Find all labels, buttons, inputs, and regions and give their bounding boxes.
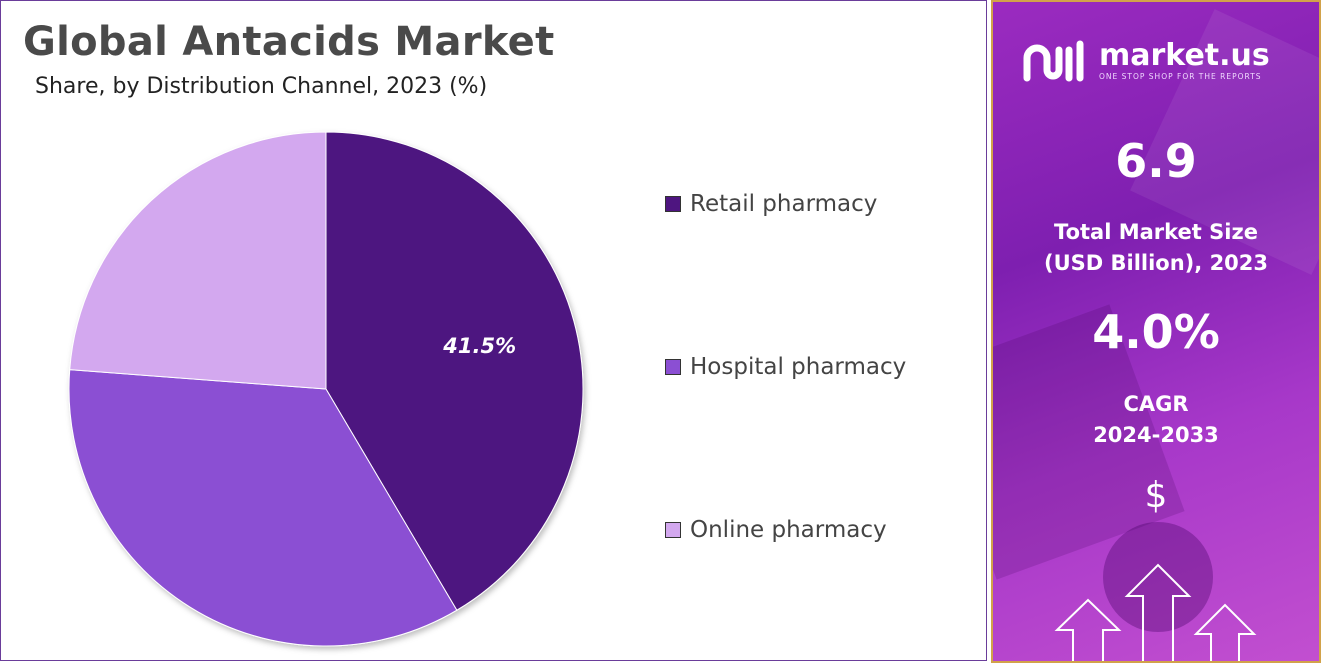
legend-item-hospital: Hospital pharmacy — [665, 354, 906, 380]
legend-label-hospital: Hospital pharmacy — [690, 354, 907, 380]
legend-item-online: Online pharmacy — [665, 517, 887, 543]
cagr-value: 4.0% — [1092, 305, 1220, 359]
pie-slice-online — [69, 131, 327, 390]
background-decoration — [1103, 522, 1213, 632]
market-size-label-1: Total Market Size — [1054, 220, 1258, 244]
legend-swatch-retail — [665, 196, 681, 212]
pie-slice-hospital — [68, 369, 458, 647]
chart-panel: Global Antacids Market Share, by Distrib… — [0, 0, 987, 661]
market-size-value: 6.9 — [1115, 134, 1197, 188]
legend-label-online: Online pharmacy — [690, 517, 887, 543]
brand-tagline: ONE STOP SHOP FOR THE REPORTS — [1099, 72, 1262, 81]
pie-chart: 41.5% — [68, 131, 584, 647]
summary-sidebar: market.us ONE STOP SHOP FOR THE REPORTS … — [991, 0, 1321, 663]
growth-arrows — [1054, 563, 1257, 661]
pie-slice-retail — [325, 131, 584, 611]
logo-icon — [1023, 40, 1084, 82]
brand-logo: market.us ONE STOP SHOP FOR THE REPORTS — [1023, 40, 1270, 82]
legend-label-retail: Retail pharmacy — [690, 191, 878, 217]
market-size-label-2: (USD Billion), 2023 — [1043, 251, 1269, 275]
up-arrow-icon — [1124, 563, 1192, 661]
cagr-label: CAGR — [1123, 392, 1189, 416]
dollar-icon: $ — [1144, 475, 1168, 516]
cagr-period: 2024-2033 — [1093, 423, 1219, 447]
up-arrow-icon — [1193, 603, 1257, 661]
brand-name: market.us — [1099, 38, 1270, 73]
pie-data-label: 41.5% — [442, 334, 516, 358]
legend-swatch-hospital — [665, 359, 681, 375]
chart-title: Global Antacids Market — [23, 19, 555, 65]
legend-item-retail: Retail pharmacy — [665, 191, 877, 217]
up-arrow-icon — [1054, 598, 1122, 661]
legend-swatch-online — [665, 522, 681, 538]
chart-subtitle: Share, by Distribution Channel, 2023 (%) — [35, 74, 488, 99]
